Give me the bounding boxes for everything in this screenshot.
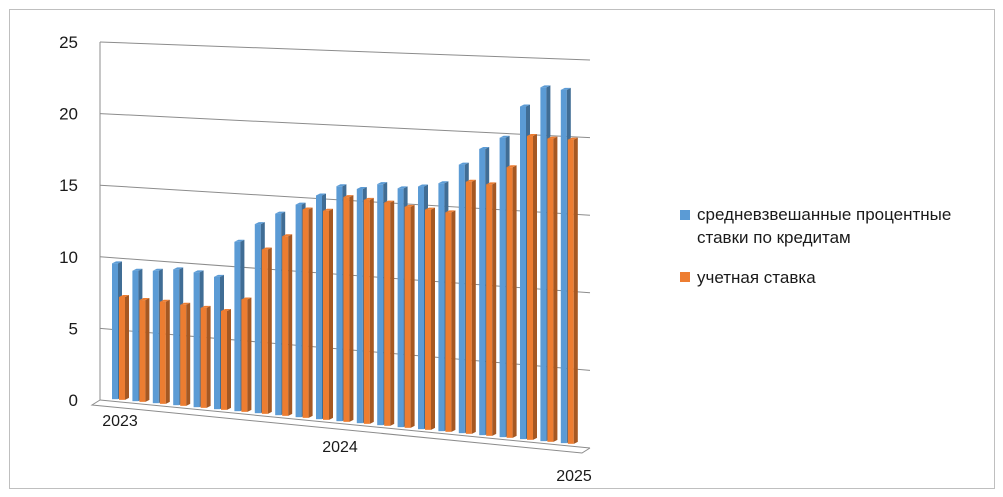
- bar-series-2: [465, 179, 476, 434]
- gridline: [99, 399, 591, 449]
- x-tick-label: 2023: [102, 413, 138, 430]
- bar-series-2: [506, 165, 517, 438]
- bar-series-2: [180, 302, 191, 406]
- y-tick-label: 5: [69, 319, 78, 338]
- bar-series-2: [486, 182, 497, 436]
- bar-series-2: [527, 134, 537, 440]
- bar-series-2: [221, 309, 231, 410]
- x-axis-floor: [90, 399, 591, 454]
- svg-text:средневзвешанные процентные: средневзвешанные процентные ставки по кр…: [697, 205, 956, 247]
- bar-series-2: [404, 204, 415, 428]
- y-tick-label: 0: [69, 391, 78, 410]
- bar-series-2: [425, 207, 435, 430]
- bar-series-2: [200, 305, 211, 408]
- bar-series-2: [445, 210, 456, 432]
- bar-series-2: [384, 200, 395, 426]
- bar-series-2: [343, 195, 354, 422]
- legend-swatch-series-1: [680, 210, 690, 220]
- bar-series-2: [282, 234, 293, 416]
- y-tick-label: 15: [59, 176, 78, 195]
- x-tick-label: 2025: [556, 468, 592, 485]
- bar-series-2: [567, 137, 578, 444]
- bar-series-2: [323, 208, 333, 420]
- y-tick-label: 10: [59, 248, 78, 267]
- bar-series-2: [363, 197, 374, 424]
- bar-series-2: [302, 207, 313, 418]
- legend-label-series-2: учетная ставка: [697, 268, 816, 287]
- bar-series-2: [119, 294, 129, 400]
- y-tick-label: 20: [59, 105, 78, 124]
- legend-label-series-1-line-2: ставки по кредитам: [697, 228, 851, 247]
- legend: средневзвешанные процентные ставки по кр…: [680, 205, 956, 287]
- y-tick-label: 25: [59, 33, 78, 52]
- bar-series-2: [139, 298, 150, 402]
- bars: [112, 85, 578, 444]
- bar-series-2: [241, 297, 252, 412]
- bar-series-2: [261, 247, 272, 414]
- gridline: [99, 41, 591, 61]
- x-tick-label: 2024: [322, 439, 358, 456]
- legend-swatch-series-2: [680, 272, 690, 282]
- gridline: [99, 113, 591, 139]
- axes: [90, 42, 591, 454]
- bar-series-2: [547, 136, 558, 442]
- bar-series-2: [159, 299, 170, 404]
- legend-label-series-1-line-1: средневзвешанные процентные: [697, 205, 951, 224]
